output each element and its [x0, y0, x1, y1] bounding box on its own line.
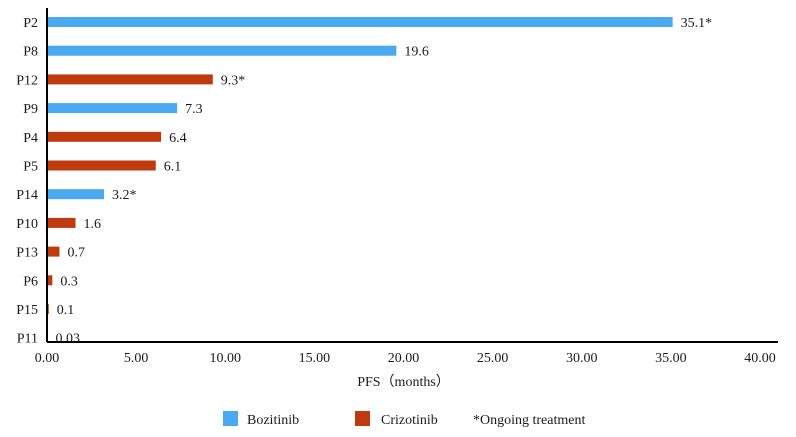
- bar-p12: [47, 74, 213, 85]
- bar-p14: [47, 189, 105, 200]
- bar-p5: [47, 160, 156, 171]
- x-tick-label: 35.00: [655, 351, 687, 366]
- legend-swatch-crizotinib: [355, 411, 370, 426]
- category-label-p6: P6: [23, 274, 38, 289]
- data-label-p12: 9.3*: [221, 73, 246, 88]
- data-label-p5: 6.1: [164, 160, 182, 175]
- data-label-p9: 7.3: [185, 102, 203, 117]
- x-tick-label: 10.00: [210, 351, 242, 366]
- x-tick-label: 0.00: [35, 351, 60, 366]
- x-axis-title: PFS（months）: [357, 374, 450, 390]
- category-label-p4: P4: [23, 131, 38, 146]
- data-label-p6: 0.3: [60, 274, 78, 289]
- x-tick-label: 20.00: [388, 351, 420, 366]
- bar-p9: [47, 103, 178, 114]
- legend-label-crizotinib: Crizotinib: [381, 413, 438, 428]
- data-label-p13: 0.7: [67, 246, 85, 261]
- data-label-p11: 0.03: [56, 332, 81, 347]
- legend-swatch-bozitinib: [223, 411, 238, 426]
- bars-layer: [47, 17, 673, 343]
- x-tick-label: 40.00: [744, 351, 776, 366]
- legend-note-ongoing-treatment: *Ongoing treatment: [473, 413, 585, 428]
- category-label-p14: P14: [16, 188, 38, 203]
- legend-label-bozitinib: Bozitinib: [247, 413, 299, 428]
- category-label-p15: P15: [16, 303, 38, 318]
- data-label-p4: 6.4: [169, 131, 187, 146]
- category-label-p13: P13: [16, 246, 38, 261]
- data-label-p10: 1.6: [84, 217, 102, 232]
- category-labels-layer: P2 P8 P12 P9 P4 P5 P14 P10 P13 P6 P15 P11: [16, 16, 38, 347]
- bar-p13: [47, 246, 60, 257]
- bar-p10: [47, 217, 76, 228]
- data-label-p2: 35.1*: [681, 16, 713, 31]
- category-label-p5: P5: [23, 160, 38, 175]
- x-tick-label: 25.00: [477, 351, 509, 366]
- bar-p8: [47, 45, 397, 56]
- bar-p4: [47, 131, 162, 142]
- category-label-p11: P11: [17, 332, 38, 347]
- legend: Bozitinib Crizotinib *Ongoing treatment: [223, 411, 585, 428]
- x-tick-label: 30.00: [566, 351, 598, 366]
- category-label-p2: P2: [23, 16, 38, 31]
- data-labels-layer: 35.1* 19.6 9.3* 7.3 6.4 6.1 3.2* 1.6 0.7 0.3 0.1 0.…: [56, 16, 713, 347]
- category-label-p10: P10: [16, 217, 38, 232]
- x-tick-label: 15.00: [299, 351, 331, 366]
- bar-p6: [47, 275, 53, 286]
- data-label-p15: 0.1: [57, 303, 75, 318]
- category-label-p9: P9: [23, 102, 38, 117]
- category-label-p12: P12: [16, 73, 38, 88]
- x-ticks-layer: 0.00 5.00 10.00 15.00 20.00 25.00 30.00 35.00 40…: [35, 351, 776, 366]
- bar-p2: [47, 17, 673, 27]
- data-label-p8: 19.6: [404, 45, 429, 60]
- category-label-p8: P8: [23, 45, 38, 60]
- x-tick-label: 5.00: [124, 351, 149, 366]
- data-label-p14: 3.2*: [112, 188, 137, 203]
